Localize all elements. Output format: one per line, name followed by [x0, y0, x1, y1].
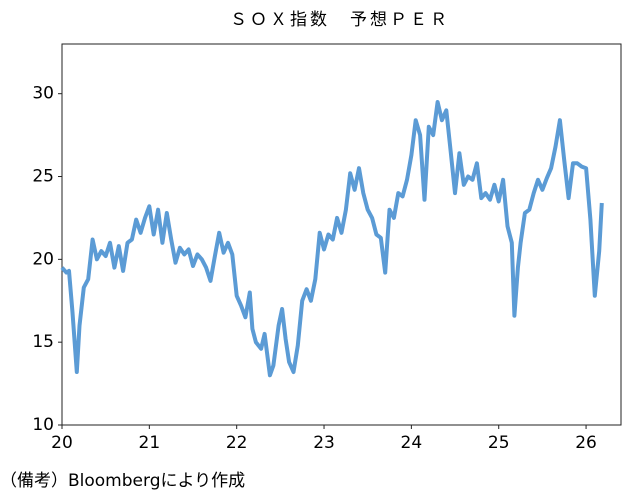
x-tick-label: 22	[226, 433, 248, 453]
chart-title: ＳＯＸ指数 予想ＰＥＲ	[230, 10, 450, 30]
x-tick-label: 24	[401, 433, 423, 453]
note: （備考）Bloombergにより作成	[0, 471, 245, 491]
x-tick-label: 23	[313, 433, 335, 453]
x-tick-label: 20	[51, 433, 73, 453]
y-tick-label: 15	[32, 332, 54, 352]
data-line	[60, 100, 604, 378]
y-tick-label: 20	[32, 249, 54, 269]
x-tick-label: 25	[488, 433, 510, 453]
x-tick-label: 21	[139, 433, 161, 453]
y-tick-label: 25	[32, 167, 54, 187]
y-tick-label: 30	[32, 84, 54, 104]
x-tick-label: 26	[575, 433, 597, 453]
plot-frame	[61, 43, 622, 426]
y-tick-label: 10	[32, 415, 54, 435]
